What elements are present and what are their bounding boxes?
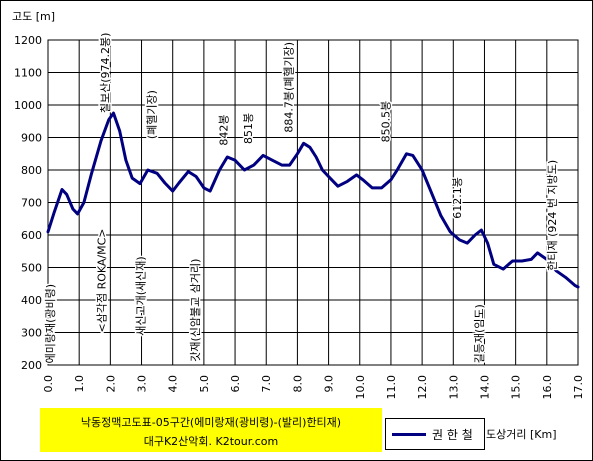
annotation-label: 612.1봉 [451, 177, 464, 219]
x-axis-ticks: 0.0 1.0 2.0 3.0 4.0 5.0 6.0 7.0 8.0 9.0 10.0 11.0 12… [42, 375, 585, 400]
x-tick-label: 1.0 [73, 375, 86, 393]
chart-title-box: 낙동정맥고도표-05구간(에미랑재(광비령)-(발리)한티재) 대구K2산악회.… [40, 408, 382, 452]
y-tick-label: 300 [21, 327, 42, 340]
annotation-label: 한티재 (924 번 지방도) [546, 160, 559, 271]
annotation-label: 길등재(임도) [473, 304, 486, 363]
series-line [46, 111, 580, 289]
x-tick-label: 6.0 [229, 375, 242, 393]
annotation-label: (폐헬기장) [146, 90, 159, 139]
y-tick-label: 1100 [14, 67, 42, 80]
x-axis-label: 도상거리 [Km] [486, 428, 557, 441]
x-tick-label: 7.0 [260, 375, 273, 393]
chart-subtitle: 대구K2산악회. K2tour.com [143, 435, 279, 448]
x-tick-label: 13.0 [447, 375, 460, 400]
annotation-label: 에미랑재(광비령) [44, 284, 57, 363]
y-tick-label: 800 [21, 164, 42, 177]
annotation-label: 새신고개(새신재) [135, 256, 148, 335]
annotation-label: 884.7봉(폐헬기장) [283, 42, 296, 133]
x-tick-label: 8.0 [291, 375, 304, 393]
x-tick-label: 10.0 [354, 375, 367, 400]
annotation-label: 칠보산(974.2봉) [99, 33, 112, 114]
annotation-label: 851봉 [242, 113, 255, 144]
x-tick-label: 17.0 [572, 375, 585, 400]
annotations: 에미랑재(광비령) <삼각점 ROKA/MC> 칠보산(974.2봉) 새신고개(새신… [43, 31, 561, 365]
legend-swatch [392, 433, 426, 436]
x-tick-label: 16.0 [541, 375, 554, 400]
x-tick-label: 3.0 [136, 375, 149, 393]
x-tick-label: 4.0 [167, 375, 180, 393]
y-axis-label: 고도 [m] [12, 10, 56, 23]
annotation-label: 842봉 [217, 115, 230, 146]
y-axis-ticks: 200 300 400 500 600 700 800 900 1000 1100 1200 [14, 34, 42, 372]
chart-title: 낙동정맥고도표-05구간(에미랑재(광비령)-(발리)한티재) [80, 416, 342, 429]
series-line-권 한 철 [46, 111, 580, 289]
x-tick-label: 0.0 [42, 375, 55, 393]
annotation-label: <삼각점 ROKA/MC> [96, 228, 109, 332]
y-tick-label: 400 [21, 294, 42, 307]
legend-label: 권 한 철 [432, 428, 473, 442]
y-tick-label: 500 [21, 262, 42, 275]
x-tick-label: 14.0 [478, 375, 491, 400]
x-tick-label: 9.0 [323, 375, 336, 393]
legend: 권 한 철 [385, 418, 485, 450]
y-tick-label: 700 [21, 197, 42, 210]
y-tick-label: 900 [21, 132, 42, 145]
annotation-label: 850.5봉 [379, 101, 392, 143]
y-tick-label: 1000 [14, 99, 42, 112]
grid [47, 39, 579, 366]
x-tick-label: 11.0 [385, 375, 398, 400]
x-tick-label: 12.0 [416, 375, 429, 400]
y-tick-label: 1200 [14, 34, 42, 47]
x-tick-label: 5.0 [198, 375, 211, 393]
x-tick-label: 15.0 [510, 375, 523, 400]
y-tick-label: 600 [21, 229, 42, 242]
y-tick-label: 200 [21, 359, 42, 372]
annotation-label: 갓재(신암불교 삼거리) [189, 259, 202, 362]
x-tick-label: 2.0 [104, 375, 117, 393]
